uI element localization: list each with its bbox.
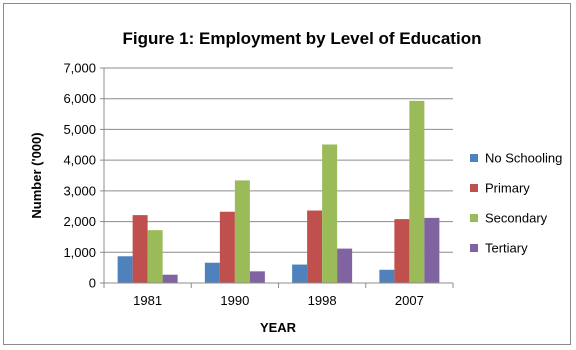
bar [379, 269, 395, 283]
bar [424, 217, 440, 283]
y-axis-ticks: 0 1,000 2,000 3,000 4,000 5,000 6,000 7,000 [63, 61, 105, 291]
y-axis-label: Number ('000) [29, 132, 44, 218]
bar [409, 100, 425, 283]
y-tick-label: 1,000 [63, 245, 96, 260]
legend-swatch [470, 154, 478, 162]
bar [147, 230, 163, 283]
bar [322, 144, 338, 283]
y-tick-label: 5,000 [63, 122, 96, 137]
legend-label: Primary [485, 181, 530, 196]
y-tick-label: 4,000 [63, 153, 96, 168]
legend-swatch [470, 184, 478, 192]
bar-chart: Figure 1: Employment by Level of Educati… [29, 29, 562, 335]
legend: No Schooling Primary Secondary Tertiary [470, 151, 562, 256]
legend-label: Tertiary [485, 241, 528, 256]
bar [292, 264, 308, 283]
bar [219, 211, 235, 283]
x-tick-label: 1981 [133, 293, 162, 308]
bar [307, 210, 323, 283]
bar [132, 215, 148, 283]
y-tick-label: 2,000 [63, 214, 96, 229]
x-axis-ticks: 1981 1990 1998 2007 [103, 282, 454, 308]
y-tick-label: 0 [89, 276, 96, 291]
y-tick-label: 6,000 [63, 91, 96, 106]
y-tick-label: 3,000 [63, 183, 96, 198]
legend-swatch [470, 244, 478, 252]
legend-label: Secondary [485, 211, 548, 226]
bar [234, 180, 250, 283]
x-axis-label: YEAR [260, 320, 297, 335]
legend-label: No Schooling [485, 151, 562, 166]
bar [249, 271, 265, 283]
x-tick-label: 2007 [395, 293, 424, 308]
bar [117, 256, 133, 283]
chart-frame: Figure 1: Employment by Level of Educati… [3, 3, 571, 345]
y-tick-label: 7,000 [63, 61, 96, 76]
x-tick-label: 1990 [220, 293, 249, 308]
x-tick-label: 1998 [308, 293, 337, 308]
bar [337, 248, 353, 283]
chart-title: Figure 1: Employment by Level of Educati… [123, 29, 482, 48]
legend-swatch [470, 214, 478, 222]
bar [204, 262, 220, 283]
bar [394, 219, 410, 283]
bar [162, 274, 178, 283]
bars [117, 100, 440, 283]
